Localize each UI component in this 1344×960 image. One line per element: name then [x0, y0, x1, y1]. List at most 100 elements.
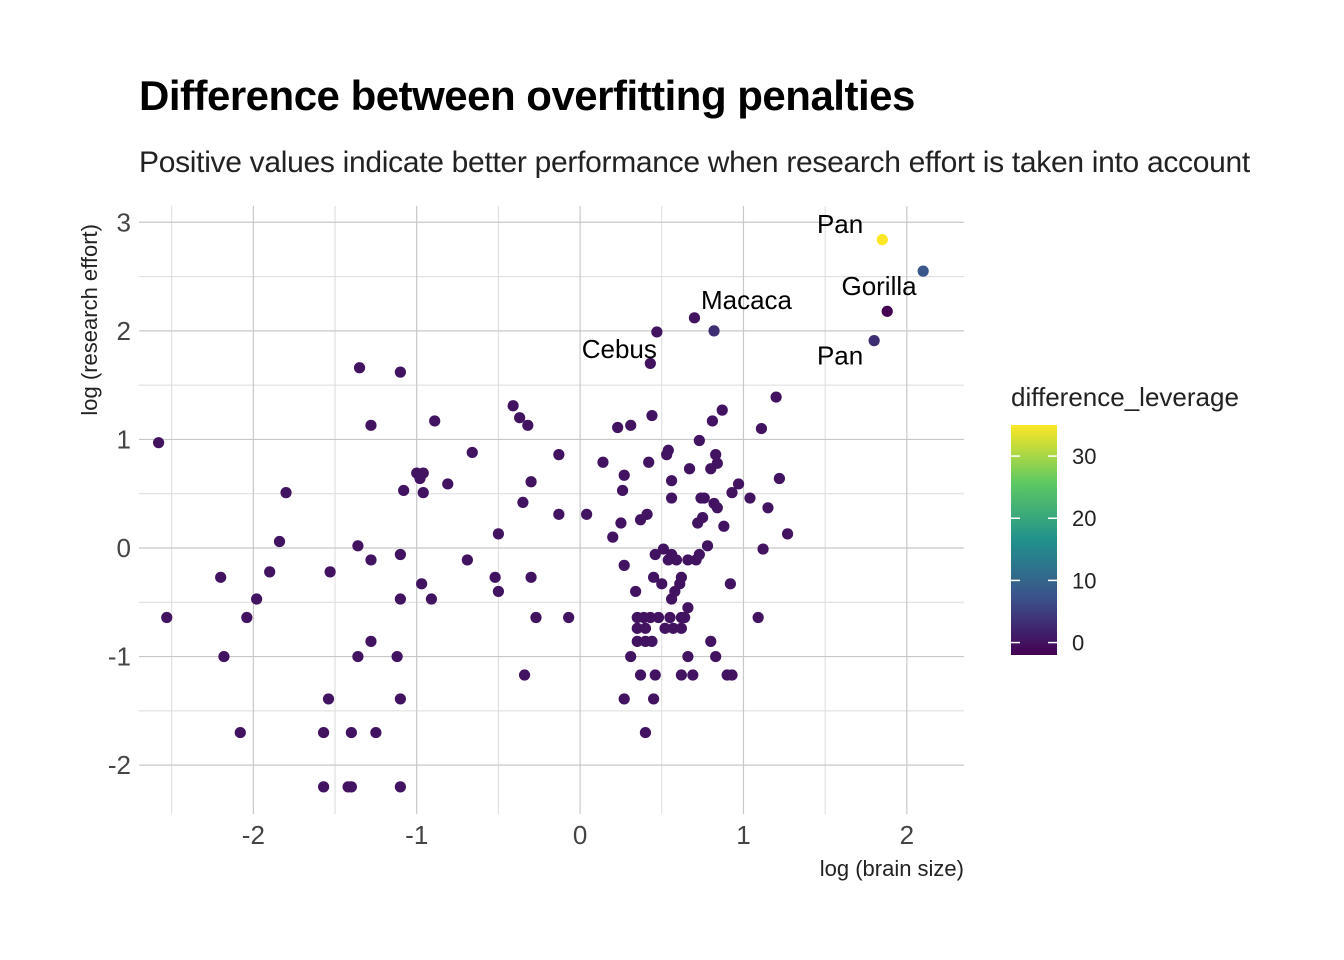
data-point: [370, 726, 382, 739]
data-point: [643, 456, 655, 468]
data-point: [324, 566, 336, 578]
data-point: [345, 781, 357, 793]
data-point: [514, 412, 526, 424]
data-point: [659, 622, 671, 634]
data-point: [657, 543, 670, 555]
data-point: [530, 611, 542, 624]
data-point: [425, 593, 438, 605]
x-axis-label: log (brain size): [820, 856, 964, 881]
data-point: [665, 492, 678, 504]
y-tick-label: -2: [108, 750, 131, 780]
legend-tick-label: 20: [1072, 506, 1096, 531]
legend-colorbar: [1011, 425, 1057, 655]
data-point: [646, 635, 658, 647]
data-point: [507, 400, 519, 412]
y-tick-label: 3: [117, 207, 131, 237]
point-label: Gorilla: [841, 271, 917, 301]
data-point: [662, 444, 674, 456]
data-point: [631, 635, 643, 647]
data-point: [161, 611, 173, 624]
data-point: [726, 487, 738, 499]
data-point: [215, 571, 227, 583]
data-point: [705, 635, 717, 647]
data-point: [318, 726, 330, 739]
data-point: [234, 726, 246, 739]
data-point: [153, 437, 165, 449]
data-point: [394, 693, 406, 705]
data-point: [665, 475, 678, 487]
data-point: [710, 650, 722, 663]
point-label: Cebus: [582, 334, 657, 364]
data-point: [757, 543, 769, 555]
data-point: [365, 635, 377, 647]
data-point: [639, 726, 652, 739]
data-point: [675, 622, 687, 634]
data-point: [612, 421, 624, 434]
x-tick-label: 1: [736, 820, 750, 850]
data-point: [398, 484, 410, 497]
data-point: [416, 578, 428, 590]
data-point: [667, 622, 679, 634]
data-point: [726, 669, 738, 681]
data-point: [716, 404, 728, 416]
y-tick-label: -1: [108, 642, 131, 672]
x-tick-label: 2: [900, 820, 914, 850]
data-point: [762, 502, 774, 514]
legend-tick-label: 10: [1072, 568, 1096, 593]
legend-title: difference_leverage: [1011, 382, 1239, 412]
data-point: [394, 366, 406, 378]
data-point: [522, 419, 534, 431]
data-point: [644, 357, 656, 370]
data-point: [417, 467, 429, 479]
data-point: [466, 446, 478, 459]
data-point: [670, 554, 683, 566]
data-point: [708, 325, 720, 337]
data-point: [711, 457, 723, 469]
data-point: [881, 305, 893, 317]
data-point: [365, 554, 377, 566]
data-point: [618, 469, 630, 481]
data-points: [153, 234, 929, 793]
data-point: [429, 415, 441, 427]
x-tick-label: 0: [573, 820, 587, 850]
data-point: [273, 535, 286, 548]
data-point: [241, 611, 253, 624]
data-point: [687, 669, 699, 681]
data-point: [525, 476, 537, 488]
point-label: Macaca: [701, 285, 793, 315]
data-point: [218, 650, 230, 663]
data-point: [352, 650, 364, 663]
data-point: [646, 409, 658, 422]
data-point: [693, 548, 705, 561]
x-axis-ticks: -2 -1 0 1 2: [242, 820, 914, 850]
data-point: [353, 362, 366, 374]
data-point: [461, 554, 473, 566]
data-point: [770, 391, 782, 403]
data-point: [251, 593, 263, 605]
data-point: [710, 449, 722, 461]
data-point: [644, 611, 656, 624]
data-point: [442, 478, 454, 490]
data-point: [868, 335, 880, 347]
data-point: [697, 511, 709, 524]
y-tick-label: 2: [117, 316, 131, 346]
data-point: [693, 434, 705, 447]
data-point: [625, 650, 637, 663]
data-point: [518, 669, 531, 681]
data-point: [607, 531, 619, 543]
y-tick-label: 0: [117, 533, 131, 563]
data-point: [917, 265, 929, 277]
data-point: [641, 508, 653, 520]
data-point: [682, 650, 694, 663]
data-point: [634, 669, 647, 681]
data-point: [876, 234, 888, 246]
x-tick-label: -2: [242, 820, 265, 850]
y-tick-label: 1: [117, 424, 131, 454]
data-point: [318, 781, 330, 793]
data-point: [631, 622, 643, 634]
y-axis-label: log (research effort): [77, 224, 102, 416]
data-point: [698, 492, 710, 504]
data-point: [553, 449, 565, 461]
data-point: [781, 528, 794, 540]
